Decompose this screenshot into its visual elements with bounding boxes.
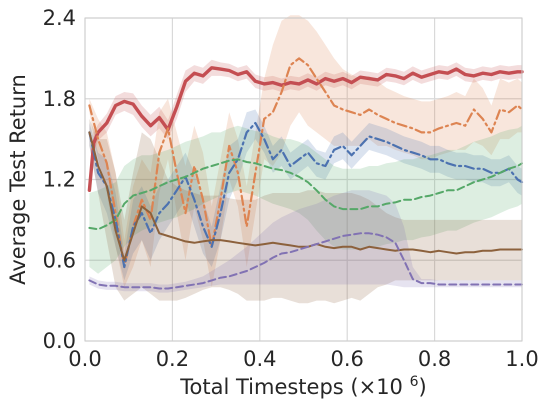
y-tick-label: 0.6 [43, 248, 76, 272]
series-3-band [89, 125, 523, 274]
x-axis-label-exponent: 6 [410, 374, 419, 390]
series-4-band [89, 118, 523, 304]
x-tick-label: 0.0 [68, 347, 101, 371]
y-tick-label: 0.0 [43, 329, 76, 353]
x-tick-label: 0.6 [330, 347, 363, 371]
y-tick-labels: 0.0 0.6 1.2 1.8 2.4 [43, 6, 76, 353]
series-5-line [88, 232, 523, 290]
series-lines [87, 57, 524, 290]
y-tick-label: 1.8 [43, 87, 76, 111]
series-2-line [88, 121, 524, 269]
y-axis-label: Average Test Return [6, 74, 30, 285]
series-3-line [88, 158, 523, 231]
x-tick-label: 0.4 [243, 347, 276, 371]
x-axis-label-close: ) [419, 375, 427, 399]
series-1-line [88, 57, 524, 269]
x-tick-label: 0.8 [418, 347, 451, 371]
plot-frame [84, 17, 523, 342]
x-tick-label: 0.2 [156, 347, 189, 371]
series-1-band [89, 15, 523, 288]
series-5-band [89, 190, 523, 293]
x-axis-label-main: Total Timesteps (×10 [179, 375, 403, 399]
x-axis-label: Total Timesteps (×10 6) [179, 374, 426, 399]
series-0-line [87, 66, 524, 193]
y-tick-label: 1.2 [43, 168, 76, 192]
y-tick-label: 2.4 [43, 6, 76, 30]
x-tick-label: 1.0 [505, 347, 538, 371]
x-tick-labels: 0.0 0.2 0.4 0.6 0.8 1.0 [68, 347, 538, 371]
